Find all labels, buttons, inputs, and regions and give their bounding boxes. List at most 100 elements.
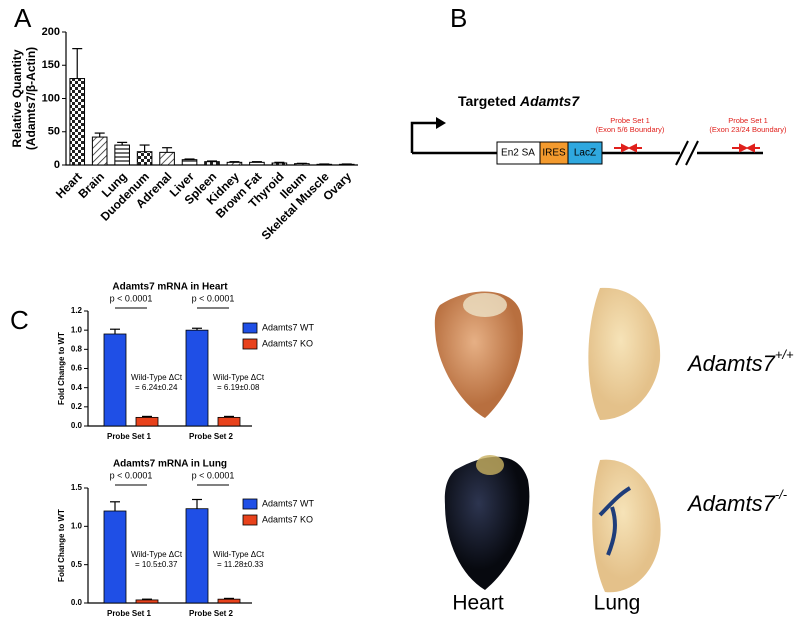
bar [103, 333, 127, 427]
panel-letter: B [450, 3, 467, 33]
x-tick-label: Brain [75, 169, 107, 201]
bar [135, 416, 159, 427]
probe-label: Probe Set 1 [610, 116, 650, 125]
genotype-sup: -/- [775, 487, 788, 502]
bar [204, 161, 220, 166]
delta-ct-note: Wild-Type ΔCt [213, 550, 265, 559]
genotype-sup: +/+ [775, 347, 794, 362]
lung-wt [588, 287, 661, 420]
legend-label: Adamts7 WT [262, 498, 315, 508]
box-label: LacZ [574, 148, 596, 159]
legend-swatch [242, 338, 258, 350]
delta-ct-note: = 6.24±0.24 [135, 383, 178, 392]
y-tick-label: 1.2 [71, 306, 83, 315]
legend-label: Adamts7 KO [262, 338, 313, 348]
axis [65, 32, 358, 166]
x-tick-label: Probe Set 2 [189, 609, 234, 617]
bar [135, 599, 159, 604]
x-tick-label: Probe Set 1 [107, 609, 152, 617]
column-label: Lung [594, 592, 641, 615]
bar [217, 598, 241, 604]
y-tick-label: 0.2 [71, 402, 83, 411]
heart-ko [444, 456, 530, 590]
y-tick-label: 1.0 [71, 325, 83, 334]
delta-ct-note: Wild-Type ΔCt [131, 373, 183, 382]
probe-label: (Exon 23/24 Boundary) [709, 125, 787, 134]
y-axis-label: Fold Change to WT [57, 332, 66, 405]
delta-ct-note: Wild-Type ΔCt [213, 373, 265, 382]
bar [249, 161, 265, 166]
bar [159, 151, 175, 166]
significance-label: p < 0.0001 [110, 470, 153, 480]
y-tick-label: 1.0 [71, 521, 83, 530]
lung-ko [592, 459, 661, 593]
chart-title: Adamts7 mRNA in Heart [112, 282, 228, 293]
y-axis-label: Relative Quantity [10, 49, 24, 147]
x-tick-label: Probe Set 1 [107, 432, 152, 441]
bar [114, 144, 130, 166]
bar [185, 329, 209, 427]
heart-fat [476, 455, 504, 475]
bar [217, 416, 241, 427]
box-label: En2 SA [501, 148, 535, 159]
delta-ct-note: = 11.28±0.33 [217, 560, 264, 569]
x-tick-label: Probe Set 2 [189, 432, 234, 441]
photo-panel: Adamts7+/+ Adamts7-/- Heart Lung [410, 278, 800, 617]
significance-label: p < 0.0001 [192, 470, 235, 480]
cassette-box [567, 141, 603, 165]
y-tick-label: 0.8 [71, 344, 83, 353]
genotype-label: Adamts7+/+ [686, 347, 794, 375]
title-text: Targeted [458, 93, 520, 109]
delta-ct-note: = 10.5±0.37 [135, 560, 178, 569]
y-tick-label: 0.6 [71, 364, 83, 373]
legend-swatch [242, 498, 258, 510]
probe-arrows [614, 143, 760, 153]
column-label: Heart [452, 592, 504, 615]
box-label: IRES [542, 148, 566, 159]
y-tick-label: 0 [54, 159, 60, 171]
significance-label: p < 0.0001 [192, 293, 235, 303]
genotype-label: Adamts7-/- [686, 487, 788, 515]
lung-stain [598, 486, 632, 556]
gene-diagram: Targeted Adamts7 En2 SA IRES LacZ Probe … [410, 93, 787, 166]
y-tick-label: 0.5 [71, 560, 83, 569]
y-tick-label: 100 [42, 92, 60, 104]
diagram-title: Targeted Adamts7 [458, 93, 580, 109]
y-axis-label: Fold Change to WT [57, 509, 66, 582]
y-tick-label: 0.0 [71, 598, 83, 607]
arrow-head [436, 117, 446, 129]
y-tick-label: 0.0 [71, 421, 83, 430]
legend-swatch [242, 322, 258, 334]
significance-label: p < 0.0001 [110, 293, 153, 303]
break-mark [675, 140, 689, 166]
bar [226, 161, 243, 166]
y-axis-label: (Adamts7/β-Actin) [24, 47, 38, 150]
bar [69, 78, 86, 166]
legend-label: Adamts7 WT [262, 322, 315, 332]
probe-label: (Exon 5/6 Boundary) [596, 125, 665, 134]
y-tick-label: 150 [42, 59, 60, 71]
gene-name: Adamts7 [686, 491, 776, 516]
delta-ct-note: Wild-Type ΔCt [131, 550, 183, 559]
promoter-arrow [410, 121, 438, 153]
bar [181, 159, 198, 166]
gene-name: Adamts7 [686, 351, 776, 376]
bar [136, 151, 153, 166]
chart-title: Adamts7 mRNA in Lung [113, 459, 227, 470]
heart-wt [434, 291, 523, 418]
bar [271, 162, 288, 166]
bar [91, 136, 108, 166]
heart-fat [463, 293, 507, 317]
panel-letter: C [10, 305, 29, 335]
bar [103, 510, 127, 604]
bar [185, 508, 209, 604]
break-mark [685, 140, 699, 166]
probe-label: Probe Set 1 [728, 116, 768, 125]
legend-label: Adamts7 KO [262, 514, 313, 524]
delta-ct-note: = 6.19±0.08 [217, 383, 260, 392]
y-tick-label: 0.4 [71, 383, 83, 392]
panel-letter: A [14, 3, 32, 33]
legend-swatch [242, 514, 258, 526]
y-tick-label: 50 [48, 126, 60, 138]
